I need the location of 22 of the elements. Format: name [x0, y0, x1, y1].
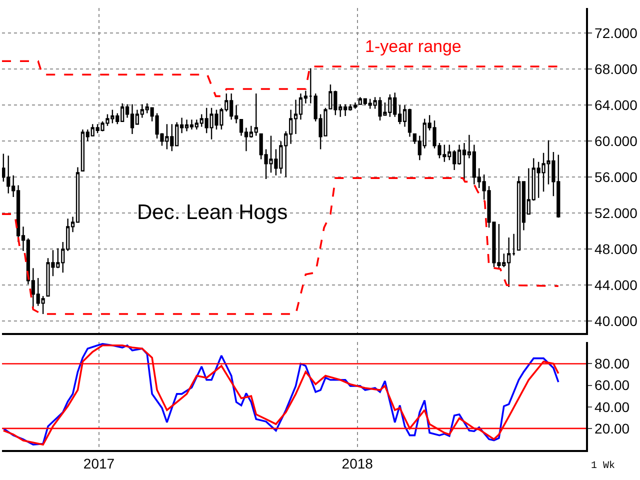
candlestick: [512, 233, 516, 256]
line-series: [2, 177, 560, 315]
annotation: Dec. Lean Hogs: [137, 201, 288, 224]
y-tick-label: 60.000: [594, 133, 638, 150]
y-tick-label: 20.00: [594, 420, 630, 436]
line-series: [2, 60, 560, 98]
y-tick-label: 52.000: [594, 205, 638, 222]
x-tick-label: 2018: [342, 456, 374, 472]
y-tick-label: 80.00: [594, 356, 630, 372]
candlestick: [308, 68, 312, 104]
y-tick-label: 56.000: [594, 169, 638, 186]
y-tick-label: 64.000: [594, 97, 638, 114]
y-tick-label: 44.000: [594, 277, 638, 294]
x-tick-label: 2017: [83, 456, 115, 472]
y-tick-label: 48.000: [594, 241, 638, 258]
y-tick-label: 40.00: [594, 398, 630, 415]
y-tick-label: 40.000: [594, 313, 638, 330]
series-label: 1-year range: [365, 37, 462, 56]
text: 1 Wk: [591, 460, 616, 472]
y-tick-label: 72.000: [594, 25, 638, 42]
y-tick-label: 60.00: [594, 377, 630, 394]
y-tick-label: 68.000: [594, 61, 638, 78]
